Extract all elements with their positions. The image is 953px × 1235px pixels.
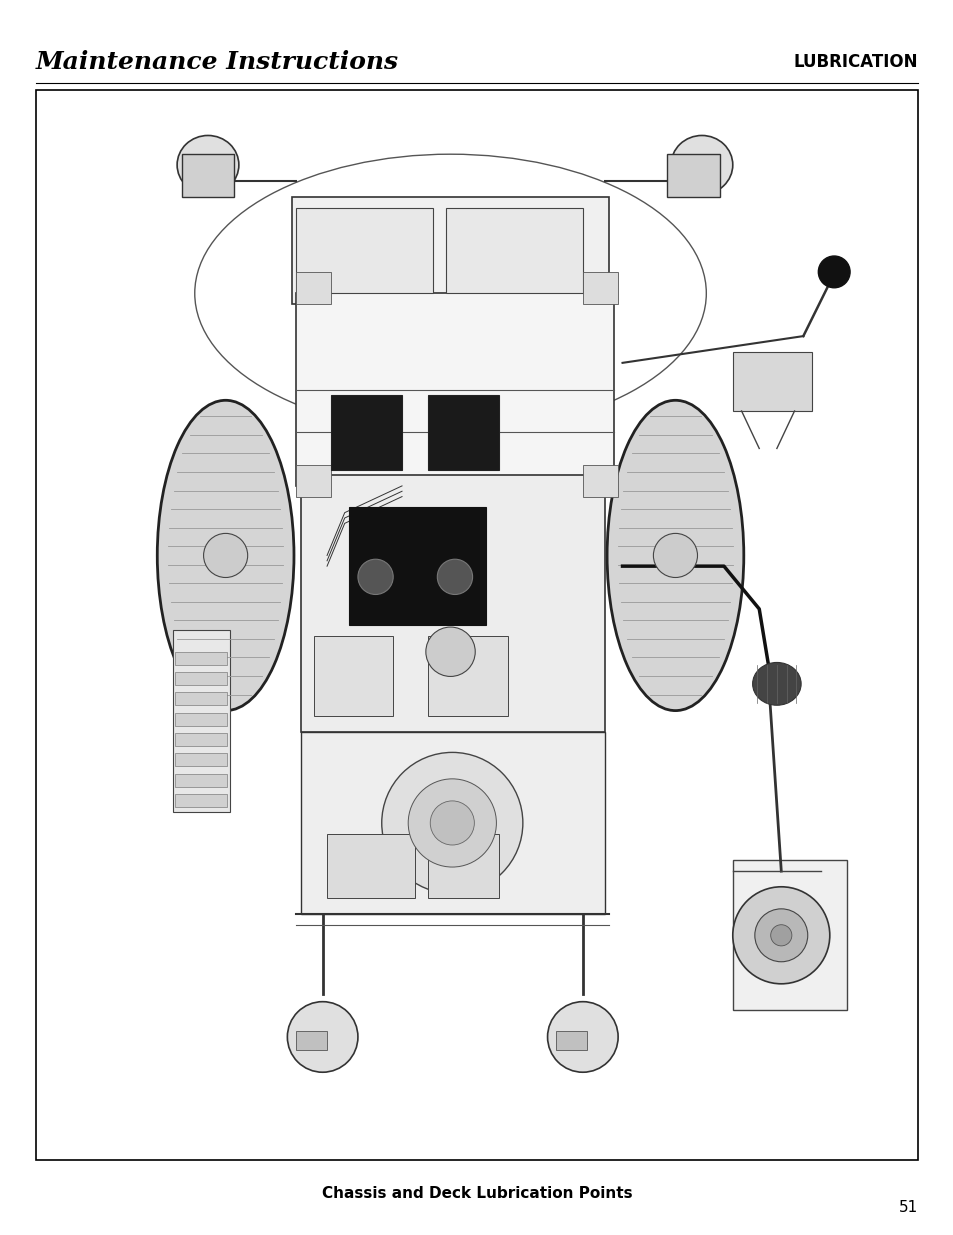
Text: Chassis and Deck Lubrication Points: Chassis and Deck Lubrication Points — [321, 1186, 632, 1200]
Bar — [292, 198, 609, 304]
Circle shape — [547, 1002, 618, 1072]
Bar — [582, 272, 618, 304]
Bar — [295, 1030, 327, 1050]
Circle shape — [381, 752, 522, 893]
Text: Maintenance Instructions: Maintenance Instructions — [36, 49, 398, 74]
Circle shape — [425, 627, 475, 677]
Bar — [582, 464, 618, 496]
Bar — [175, 672, 226, 685]
Bar — [36, 90, 917, 1160]
Bar — [175, 693, 226, 705]
Circle shape — [408, 779, 496, 867]
Bar — [175, 713, 226, 726]
Circle shape — [436, 559, 472, 594]
Bar — [175, 753, 226, 766]
Bar — [556, 1030, 587, 1050]
Ellipse shape — [752, 662, 801, 705]
Bar — [327, 834, 415, 898]
Bar — [331, 395, 401, 469]
Circle shape — [287, 1002, 357, 1072]
Bar — [175, 652, 226, 664]
Bar — [428, 834, 498, 898]
Ellipse shape — [177, 136, 238, 194]
Bar — [172, 630, 230, 813]
Bar — [300, 732, 604, 914]
Bar — [295, 207, 433, 293]
FancyBboxPatch shape — [181, 154, 234, 198]
Bar — [349, 508, 485, 625]
Ellipse shape — [157, 400, 294, 710]
Bar — [295, 272, 331, 304]
Bar — [175, 794, 226, 806]
Circle shape — [754, 909, 807, 962]
Text: LUBRICATION: LUBRICATION — [793, 53, 917, 70]
Bar — [732, 861, 846, 1010]
Bar — [446, 207, 582, 293]
Circle shape — [770, 925, 791, 946]
Bar — [295, 464, 331, 496]
Ellipse shape — [670, 136, 732, 194]
Circle shape — [203, 534, 248, 578]
Bar — [428, 395, 498, 469]
FancyBboxPatch shape — [666, 154, 719, 198]
Circle shape — [430, 802, 474, 845]
Bar — [295, 293, 613, 485]
Ellipse shape — [606, 400, 743, 710]
Bar — [175, 774, 226, 787]
Circle shape — [357, 559, 393, 594]
Text: 51: 51 — [898, 1199, 917, 1214]
Circle shape — [653, 534, 697, 578]
Bar — [300, 475, 604, 732]
Bar — [314, 636, 393, 716]
Circle shape — [732, 887, 829, 984]
Bar — [732, 352, 811, 411]
Bar — [428, 636, 507, 716]
Circle shape — [818, 256, 849, 288]
Bar — [175, 734, 226, 746]
